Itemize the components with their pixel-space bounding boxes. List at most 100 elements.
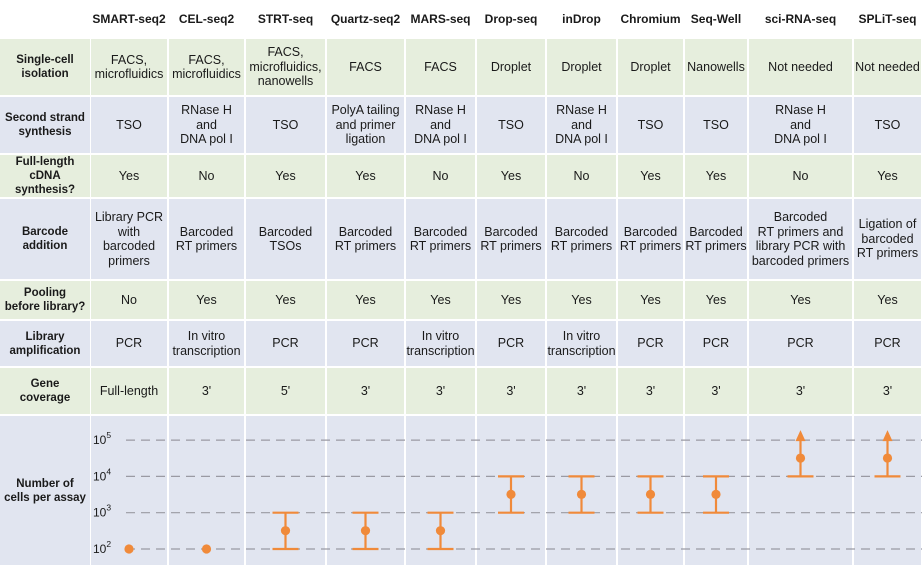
table-cell: Yes xyxy=(854,155,921,197)
column-header: MARS-seq xyxy=(410,11,471,26)
table-cell: Droplet xyxy=(547,39,616,95)
table-cell: Yes xyxy=(246,155,325,197)
table-cell: Yes xyxy=(246,281,325,319)
data-point xyxy=(711,489,721,499)
y-tick-label: 104 xyxy=(93,466,111,483)
table-cell: In vitro transcription xyxy=(406,321,475,366)
table-cell: PCR xyxy=(327,321,404,366)
table-cell: Yes xyxy=(406,281,475,319)
table-cell: 3' xyxy=(169,368,244,414)
table-cell: PolyA tailing and primer ligation xyxy=(327,97,404,153)
table-cell: Barcoded RT primers xyxy=(169,199,244,279)
table-cell: Yes xyxy=(477,155,545,197)
table-cell: RNase H and DNA pol I xyxy=(547,97,616,153)
data-point xyxy=(201,544,212,554)
data-point xyxy=(576,489,587,499)
table-cell: Not needed xyxy=(854,39,921,95)
column-header: CEL-seq2 xyxy=(178,11,235,26)
table-cell: Droplet xyxy=(477,39,545,95)
table-cell: RNase H and DNA pol I xyxy=(406,97,475,153)
table-cell: Barcoded RT primers xyxy=(618,199,683,279)
table-cell: PCR xyxy=(477,321,545,366)
table-cell: Yes xyxy=(854,281,921,319)
table-cell: No xyxy=(406,155,475,197)
table-cell: TSO xyxy=(854,97,921,153)
data-point xyxy=(795,453,806,463)
table-cell: No xyxy=(547,155,616,197)
table-cell: 3' xyxy=(685,368,747,414)
table-cell: Yes xyxy=(685,155,747,197)
table-cell: TSO xyxy=(618,97,683,153)
table-cell: RNase H and DNA pol I xyxy=(169,97,244,153)
table-cell: 3' xyxy=(618,368,683,414)
table-cell: 3' xyxy=(477,368,545,414)
row-label: Single-cell isolation xyxy=(0,39,90,95)
column-header: sci-RNA-seq xyxy=(764,11,837,26)
table-cell: No xyxy=(169,155,244,197)
table-cell: FACS, microfluidics, nanowells xyxy=(246,39,325,95)
table-cell: PCR xyxy=(91,321,167,366)
data-point xyxy=(506,489,516,499)
data-point xyxy=(435,526,446,536)
column-header: Seq-Well xyxy=(690,11,742,26)
table-cell: FACS xyxy=(327,39,404,95)
table-cell: Barcoded RT primers xyxy=(406,199,475,279)
table-cell: Yes xyxy=(685,281,747,319)
table-cell: Yes xyxy=(327,155,404,197)
column-header: Drop-seq xyxy=(484,11,538,26)
table-cell: Yes xyxy=(91,155,167,197)
row-label: Barcode addition xyxy=(0,199,90,279)
column-header: STRT-seq xyxy=(257,11,314,26)
column-header: SPLiT-seq xyxy=(858,11,917,26)
table-cell: In vitro transcription xyxy=(547,321,616,366)
table-cell: Yes xyxy=(477,281,545,319)
column-header: inDrop xyxy=(562,11,601,26)
open-ended-arrow xyxy=(882,430,893,442)
table-cell: Ligation of barcoded RT primers xyxy=(854,199,921,279)
column-header: Chromium xyxy=(620,11,681,26)
table-cell: Barcoded RT primers xyxy=(685,199,747,279)
table-cell: 3' xyxy=(327,368,404,414)
table-cell: TSO xyxy=(91,97,167,153)
table-cell: No xyxy=(749,155,852,197)
table-cell: Yes xyxy=(618,155,683,197)
column-header: Quartz-seq2 xyxy=(330,11,401,26)
table-cell: PCR xyxy=(854,321,921,366)
table-cell: Yes xyxy=(547,281,616,319)
table-cell: Yes xyxy=(169,281,244,319)
row-label: Gene coverage xyxy=(0,368,90,414)
table-cell: In vitro transcription xyxy=(169,321,244,366)
table-cell: Library PCR with barcoded primers xyxy=(91,199,167,279)
table-cell: Barcoded RT primers xyxy=(547,199,616,279)
table-cell: Barcoded RT primers xyxy=(477,199,545,279)
table-cell: PCR xyxy=(685,321,747,366)
column-header: SMART-seq2 xyxy=(92,11,166,26)
table-cell: 3' xyxy=(749,368,852,414)
row-label: Number of cells per assay xyxy=(0,416,90,565)
data-point xyxy=(882,453,893,463)
table-cell: Barcoded TSOs xyxy=(246,199,325,279)
open-ended-arrow xyxy=(795,430,806,442)
table-cell: PCR xyxy=(749,321,852,366)
table-cell: Yes xyxy=(618,281,683,319)
row-label: Pooling before library? xyxy=(0,281,90,319)
data-point xyxy=(280,526,291,536)
table-cell: FACS xyxy=(406,39,475,95)
table-cell: Barcoded RT primers xyxy=(327,199,404,279)
table-cell: Full-length xyxy=(91,368,167,414)
data-point xyxy=(360,526,371,536)
table-cell: RNase H and DNA pol I xyxy=(749,97,852,153)
row-label: Full-length cDNA synthesis? xyxy=(0,155,90,197)
table-cell: PCR xyxy=(618,321,683,366)
y-tick-label: 103 xyxy=(93,503,111,520)
table-cell: TSO xyxy=(246,97,325,153)
table-cell: 3' xyxy=(406,368,475,414)
row-label: Second strand synthesis xyxy=(0,97,90,153)
table-cell: Not needed xyxy=(749,39,852,95)
table-cell: Yes xyxy=(327,281,404,319)
table-cell: Droplet xyxy=(618,39,683,95)
table-cell: 3' xyxy=(854,368,921,414)
table-cell: Barcoded RT primers and library PCR with… xyxy=(749,199,852,279)
